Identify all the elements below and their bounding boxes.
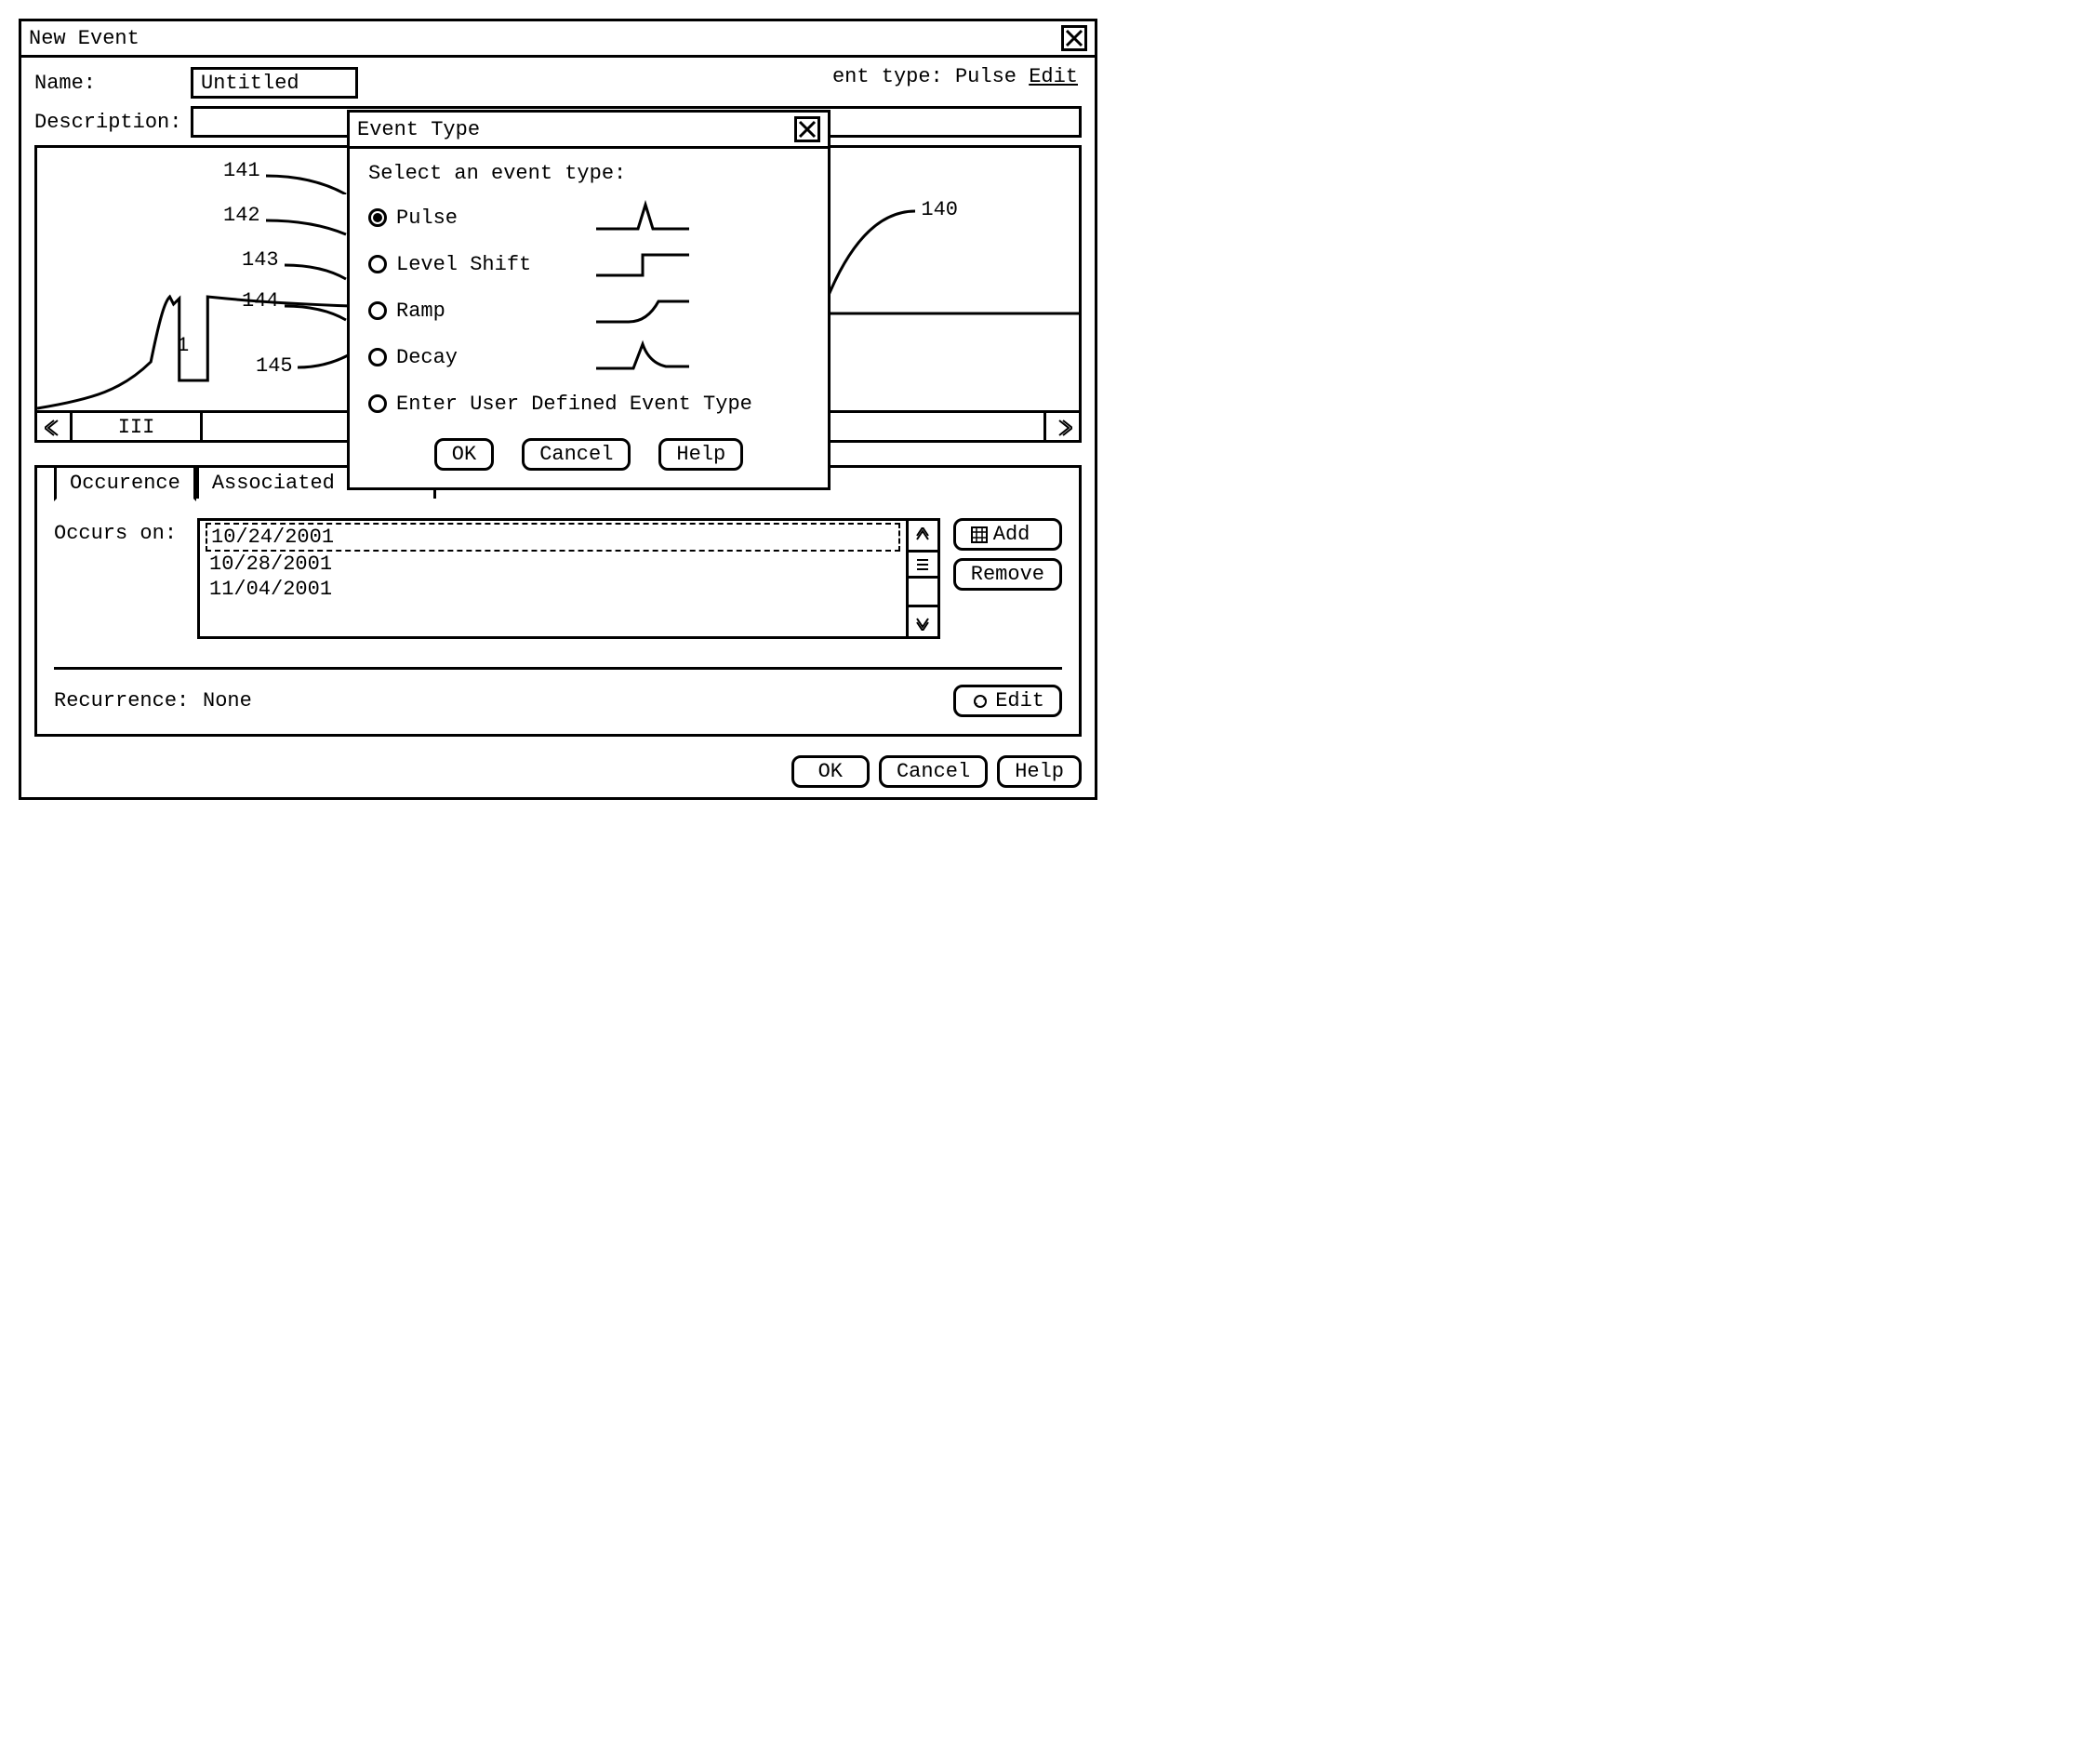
window-titlebar: New Event	[21, 21, 1095, 58]
dialog-cancel-button[interactable]: Cancel	[522, 438, 631, 471]
radio-icon[interactable]	[368, 348, 387, 366]
occurs-on-label: Occurs on:	[54, 518, 184, 545]
radio-icon[interactable]	[368, 301, 387, 320]
radio-ramp[interactable]: Ramp	[368, 287, 809, 334]
vertical-scrollbar[interactable]	[906, 521, 937, 636]
pulse-shape-icon	[591, 199, 694, 236]
list-item[interactable]: 10/24/2001	[206, 523, 900, 552]
radio-icon[interactable]	[368, 394, 387, 413]
event-type-label: ent type:	[832, 65, 943, 88]
add-button[interactable]: Add	[953, 518, 1062, 551]
footer-help-button[interactable]: Help	[997, 755, 1082, 788]
radio-decay[interactable]: Decay	[368, 334, 809, 380]
event-type-value: Pulse	[955, 65, 1017, 88]
occurs-on-row: Occurs on: 10/24/2001 10/28/2001 11/04/2…	[54, 518, 1062, 639]
footer-cancel-button[interactable]: Cancel	[879, 755, 988, 788]
recurrence-value: None	[203, 689, 252, 713]
footer-button-row: OK Cancel Help	[21, 746, 1095, 797]
dialog-ok-button[interactable]: OK	[434, 438, 494, 471]
ramp-shape-icon	[591, 292, 694, 329]
close-icon[interactable]	[1061, 25, 1087, 51]
event-type-dialog: Event Type Select an event type: Pulse L…	[347, 110, 831, 490]
dialog-body: Select an event type: Pulse Level Shift …	[350, 149, 828, 487]
window-content: Name: ent type: Pulse Edit Description: …	[21, 58, 1095, 746]
tabs-panel: Occurence Associated Series Occurs on: 1…	[34, 465, 1082, 737]
date-list: 10/24/2001 10/28/2001 11/04/2001	[197, 518, 940, 639]
recurrence-row: Recurrence: None Edit	[54, 685, 1062, 717]
description-label: Description:	[34, 111, 183, 134]
tab-content: Occurs on: 10/24/2001 10/28/2001 11/04/2…	[54, 501, 1062, 717]
radio-level-shift[interactable]: Level Shift	[368, 241, 809, 287]
dialog-button-row: OK Cancel Help	[368, 438, 809, 471]
radio-icon[interactable]	[368, 255, 387, 273]
scroll-lines-icon[interactable]	[909, 553, 937, 579]
new-event-window: New Event Name: ent type: Pulse Edit Des…	[19, 19, 1097, 800]
scroll-up-icon[interactable]	[909, 521, 937, 553]
dialog-title: Event Type	[357, 118, 794, 141]
window-title: New Event	[29, 27, 1061, 50]
name-row: Name: ent type: Pulse Edit	[34, 67, 1082, 99]
list-item[interactable]: 10/28/2001	[206, 552, 900, 577]
radio-icon[interactable]	[368, 208, 387, 227]
step-shape-icon	[591, 246, 694, 283]
scroll-left-icon[interactable]	[37, 413, 73, 442]
scroll-thumb[interactable]: III	[73, 413, 203, 442]
name-label: Name:	[34, 72, 183, 95]
event-type-display: ent type: Pulse Edit	[832, 65, 1078, 88]
grid-icon	[971, 526, 988, 543]
footer-ok-button[interactable]: OK	[791, 755, 870, 788]
dialog-prompt: Select an event type:	[368, 162, 809, 185]
remove-button[interactable]: Remove	[953, 558, 1062, 591]
divider	[54, 667, 1062, 670]
refresh-icon	[971, 692, 990, 711]
dialog-close-icon[interactable]	[794, 116, 820, 142]
dialog-help-button[interactable]: Help	[658, 438, 743, 471]
scroll-right-icon[interactable]	[1043, 413, 1079, 442]
tab-occurrence[interactable]: Occurence	[54, 465, 196, 501]
decay-shape-icon	[591, 339, 694, 376]
recurrence-edit-button[interactable]: Edit	[953, 685, 1062, 717]
radio-user-defined[interactable]: Enter User Defined Event Type	[368, 380, 809, 427]
date-list-items: 10/24/2001 10/28/2001 11/04/2001	[200, 521, 906, 636]
event-type-edit-link[interactable]: Edit	[1029, 65, 1078, 88]
list-side-buttons: Add Remove	[953, 518, 1062, 591]
recurrence-label: Recurrence:	[54, 689, 203, 713]
scroll-down-icon[interactable]	[909, 605, 937, 636]
scroll-track[interactable]	[909, 579, 937, 605]
dialog-titlebar: Event Type	[350, 113, 828, 149]
list-item[interactable]: 11/04/2001	[206, 577, 900, 602]
name-input[interactable]	[191, 67, 358, 99]
radio-pulse[interactable]: Pulse	[368, 194, 809, 241]
